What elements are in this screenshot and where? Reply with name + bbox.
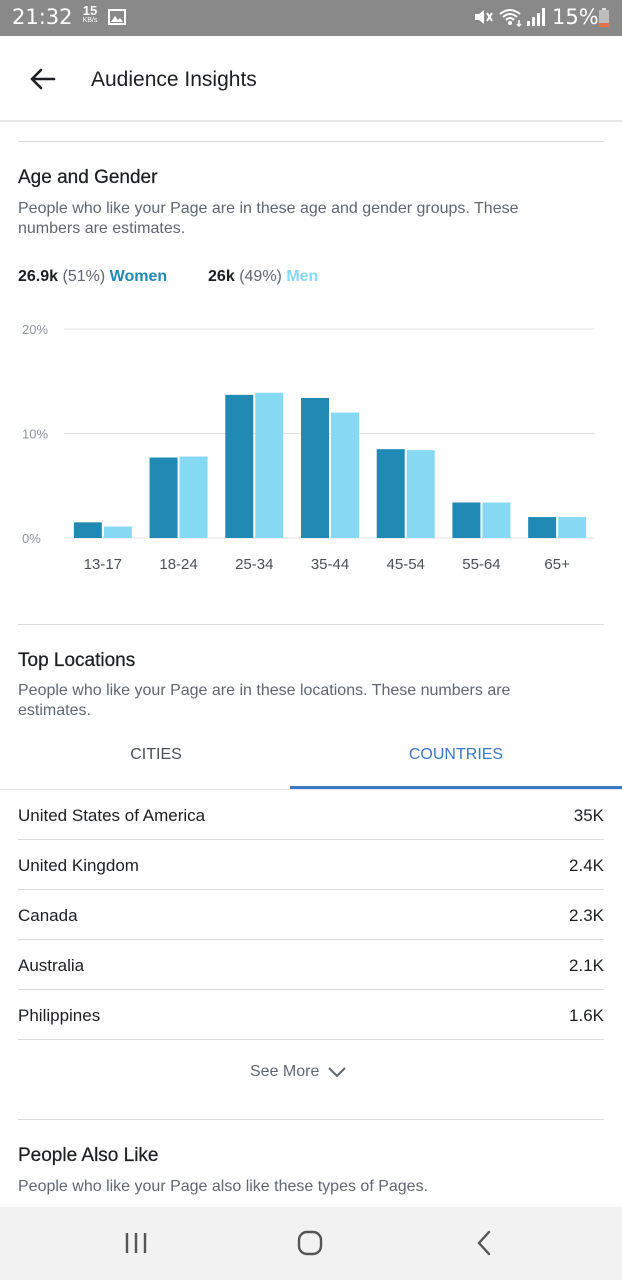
people-also-like-description: People who like your Page also like thes… [18, 1178, 429, 1195]
bar-men [331, 412, 359, 538]
y-tick-label: 0% [22, 531, 41, 546]
home-button[interactable] [288, 1225, 332, 1261]
bar-men [255, 392, 284, 538]
x-tick-label: 18-24 [159, 556, 197, 573]
home-icon [297, 1230, 323, 1256]
network-speed: 15 KB/s [78, 4, 102, 24]
x-tick-label: 25-34 [235, 556, 273, 573]
arrow-left-icon [30, 68, 56, 90]
back-icon [477, 1230, 491, 1256]
x-tick-label: 35-44 [311, 556, 349, 573]
men-percent: (49%) [239, 268, 282, 285]
bar-women [301, 397, 329, 538]
tab-countries-label: COUNTRIES [408, 746, 504, 763]
bar-women [225, 394, 254, 538]
location-row: United Kingdom 2.4K [18, 840, 604, 890]
see-more-label: See More [250, 1063, 320, 1080]
bar-women [73, 522, 102, 538]
nav-back-button[interactable] [462, 1225, 506, 1261]
location-value: 2.1K [569, 956, 604, 975]
age-gender-description: People who like your Page are in these a… [18, 200, 519, 237]
location-row: Canada 2.3K [18, 890, 604, 940]
women-count: 26.9k [18, 268, 59, 285]
age-gender-chart: 0% 10% 20% 13-17 18-24 25-34 35-44 45-54 55-64 65… [22, 322, 594, 573]
mute-icon [472, 6, 494, 33]
women-percent: (51%) [62, 268, 106, 285]
divider [18, 1119, 604, 1120]
recent-apps-button[interactable] [114, 1225, 158, 1261]
location-name: United Kingdom [18, 856, 139, 875]
network-speed-unit: KB/s [82, 17, 98, 24]
bar-women [149, 457, 178, 538]
active-tab-indicator [290, 786, 622, 789]
tab-countries[interactable]: COUNTRIES [290, 736, 622, 788]
signal-icon [526, 7, 546, 32]
age-gender-title: Age and Gender [18, 167, 158, 188]
men-count: 26k [208, 268, 235, 285]
divider [18, 624, 604, 625]
gender-summary: 26.9k (51%) Women 26k (49%) Men [18, 268, 318, 286]
battery-percent: 15% [552, 5, 599, 29]
network-speed-value: 15 [82, 3, 98, 18]
bar-women [528, 517, 557, 538]
bar-men [406, 450, 435, 538]
y-tick-label: 10% [22, 427, 48, 442]
bar-women [376, 449, 405, 538]
location-name: United States of America [18, 806, 206, 825]
top-locations-title: Top Locations [18, 650, 136, 671]
location-value: 2.4K [569, 856, 604, 875]
location-name: Australia [18, 956, 85, 975]
bar-men [482, 502, 511, 538]
battery-icon [598, 8, 610, 33]
app-header: Audience Insights [0, 36, 622, 122]
tabs-divider [0, 789, 622, 790]
location-row: Australia 2.1K [18, 940, 604, 990]
x-tick-label: 45-54 [387, 556, 425, 573]
location-name: Philippines [18, 1006, 101, 1025]
chevron-down-icon [328, 1067, 347, 1078]
recent-apps-icon [125, 1233, 147, 1253]
divider [18, 141, 604, 142]
bar-women [452, 502, 481, 538]
page-title: Audience Insights [91, 68, 257, 91]
y-tick-label: 20% [22, 322, 48, 337]
men-label: Men [286, 268, 319, 285]
bar-men [558, 517, 587, 538]
status-bar: 21:32 15 KB/s 15% [0, 0, 622, 36]
location-row: Philippines 1.6K [18, 990, 604, 1040]
back-button[interactable] [24, 62, 60, 96]
x-tick-label: 55-64 [462, 556, 500, 573]
x-tick-label: 13-17 [84, 556, 122, 573]
top-locations-description: People who like your Page are in these l… [18, 682, 511, 719]
bar-men [179, 456, 208, 538]
tab-cities[interactable]: CITIES [18, 736, 294, 788]
system-nav-bar [0, 1207, 622, 1280]
location-value: 35K [573, 806, 604, 825]
bar-men [103, 526, 132, 538]
location-value: 1.6K [569, 1006, 604, 1025]
location-name: Canada [18, 906, 78, 925]
tab-cities-label: CITIES [130, 746, 182, 763]
see-more-button[interactable]: See More [250, 1058, 347, 1086]
location-value: 2.3K [569, 906, 604, 925]
wifi-icon [498, 6, 524, 33]
x-tick-label: 65+ [544, 556, 570, 573]
women-label: Women [109, 268, 168, 285]
image-icon [108, 8, 126, 31]
location-row: United States of America 35K [18, 790, 604, 840]
status-time: 21:32 [12, 5, 73, 29]
people-also-like-title: People Also Like [18, 1145, 159, 1166]
